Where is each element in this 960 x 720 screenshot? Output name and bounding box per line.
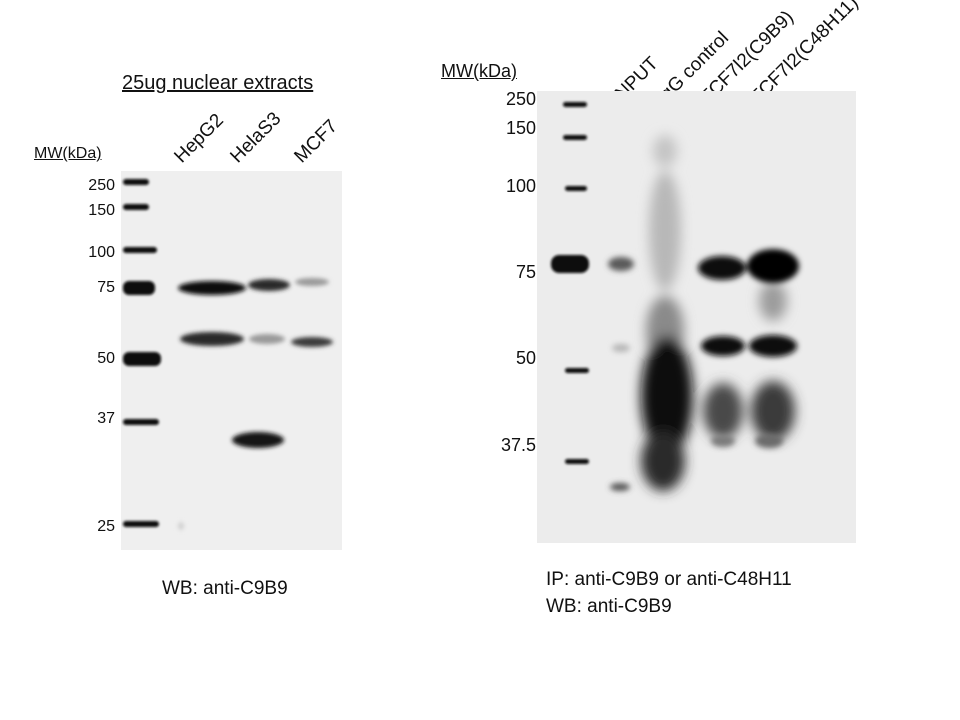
right-caption-wb: WB: anti-C9B9 [546,596,672,617]
left-marker-150: 150 [88,202,115,219]
left-mw-header: MW(kDa) [34,145,102,162]
lane-label-helas3: HelaS3 [226,108,286,168]
right-marker-37-5: 37.5 [500,435,536,455]
right-marker-150: 150 [505,118,536,138]
lane-label-hepg2: HepG2 [170,109,228,168]
left-marker-25: 25 [97,518,115,535]
lane-label-mcf7: MCF7 [290,115,342,168]
right-marker-75: 75 [515,262,536,282]
left-caption: WB: anti-C9B9 [162,578,288,599]
left-marker-50: 50 [97,350,115,367]
right-mw-header: MW(kDa) [441,61,517,81]
right-marker-250: 250 [505,89,536,109]
right-caption-ip: IP: anti-C9B9 or anti-C48H11 [546,569,792,590]
left-marker-250: 250 [88,177,115,194]
right-marker-50: 50 [515,348,536,368]
right-marker-100: 100 [505,176,536,196]
left-marker-100: 100 [88,244,115,261]
left-marker-37: 37 [97,410,115,427]
left-western-blot-image [121,171,342,550]
left-marker-75: 75 [97,279,115,296]
left-panel-title: 25ug nuclear extracts [122,72,314,94]
right-western-blot-image [537,91,856,543]
